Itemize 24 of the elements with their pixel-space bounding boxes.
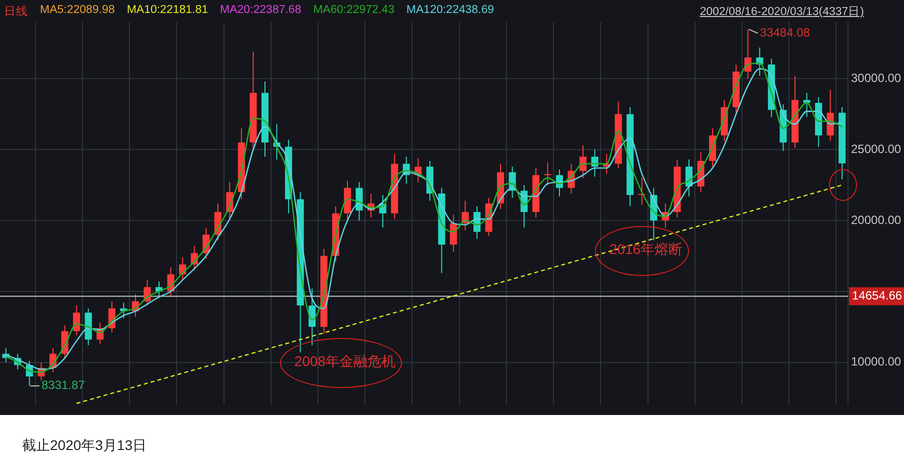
ref-line-label: 14654.66 xyxy=(852,288,902,303)
y-tick-label: 30000.00 xyxy=(851,71,902,86)
candlestick xyxy=(356,182,363,221)
text: MA60:22972.43 xyxy=(313,4,394,18)
text: 截止2020年3月13日 xyxy=(21,436,148,455)
candlestick xyxy=(308,288,316,346)
text: MA10:22181.81 xyxy=(126,4,208,18)
text: 2002/08/16-2020/03/13(4337日) xyxy=(700,5,864,19)
candlestick xyxy=(803,92,810,118)
text: 日线 xyxy=(4,4,28,19)
annotation: 2016年熔断 xyxy=(609,240,683,257)
annotation: 33484.08 xyxy=(760,26,810,40)
y-tick-label: 10000.00 xyxy=(851,354,902,369)
text: MA120:22438.69 xyxy=(406,4,494,18)
y-tick-label: 20000.00 xyxy=(851,212,902,227)
candlestick xyxy=(144,280,151,306)
annotation: 2008年金融危机 xyxy=(294,352,396,369)
annotation: 8331.87 xyxy=(41,378,86,392)
y-tick-label: 25000.00 xyxy=(851,142,902,156)
text: MA5:22089.98 xyxy=(40,4,115,18)
candlestick xyxy=(544,162,552,186)
candlestick xyxy=(73,305,80,336)
text: MA20:22387.68 xyxy=(220,4,302,18)
candlestick xyxy=(579,144,587,178)
